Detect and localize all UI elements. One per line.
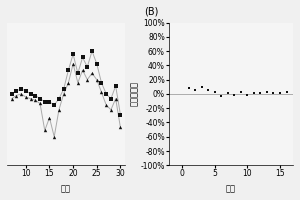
Point <box>66 81 71 84</box>
Point <box>271 92 276 95</box>
Point <box>219 94 224 98</box>
Point <box>232 93 237 96</box>
Point <box>258 92 263 95</box>
Point <box>109 97 113 100</box>
Point <box>99 81 104 84</box>
Point <box>52 103 57 107</box>
X-axis label: 编号: 编号 <box>61 184 71 193</box>
Point <box>71 62 76 65</box>
Point <box>33 94 38 97</box>
Point <box>52 135 57 138</box>
Point <box>109 108 113 111</box>
Point <box>28 92 33 96</box>
Point <box>94 78 99 81</box>
Point <box>14 89 19 92</box>
Point <box>206 88 211 91</box>
Text: (B): (B) <box>144 7 158 17</box>
Point <box>47 116 52 119</box>
Point <box>186 87 191 90</box>
Point <box>56 97 61 100</box>
Point <box>113 97 118 100</box>
Point <box>104 103 109 107</box>
Point <box>56 108 61 111</box>
Point <box>90 72 94 75</box>
Point <box>99 91 104 94</box>
Point <box>80 56 85 59</box>
Point <box>19 88 23 91</box>
Point <box>19 92 23 96</box>
Point <box>90 49 94 53</box>
Point <box>76 81 80 84</box>
Point <box>61 88 66 91</box>
Point <box>104 92 109 96</box>
Point <box>47 100 52 103</box>
Point <box>118 126 123 129</box>
Point <box>212 91 217 94</box>
Point <box>38 102 42 105</box>
Point <box>113 84 118 88</box>
Point <box>238 91 243 94</box>
Point <box>94 62 99 65</box>
Point <box>71 53 76 56</box>
Point <box>33 99 38 102</box>
Point <box>23 89 28 92</box>
Point <box>199 85 204 88</box>
Point <box>38 97 42 100</box>
Point <box>85 65 90 69</box>
Point <box>61 92 66 96</box>
Point <box>23 95 28 99</box>
Point <box>193 89 197 92</box>
Y-axis label: 误差百分比: 误差百分比 <box>130 81 139 106</box>
Point <box>14 94 19 97</box>
Point <box>251 92 256 95</box>
Point <box>278 92 282 95</box>
Point <box>42 129 47 132</box>
Point <box>42 100 47 103</box>
Point <box>28 97 33 100</box>
Point <box>284 91 289 94</box>
Point <box>265 91 269 94</box>
X-axis label: 编号: 编号 <box>226 184 236 193</box>
Point <box>9 97 14 100</box>
Point <box>9 92 14 96</box>
Point <box>66 69 71 72</box>
Point <box>245 93 250 96</box>
Point <box>118 113 123 116</box>
Point <box>225 92 230 95</box>
Point <box>76 72 80 75</box>
Point <box>85 78 90 81</box>
Point <box>80 69 85 72</box>
